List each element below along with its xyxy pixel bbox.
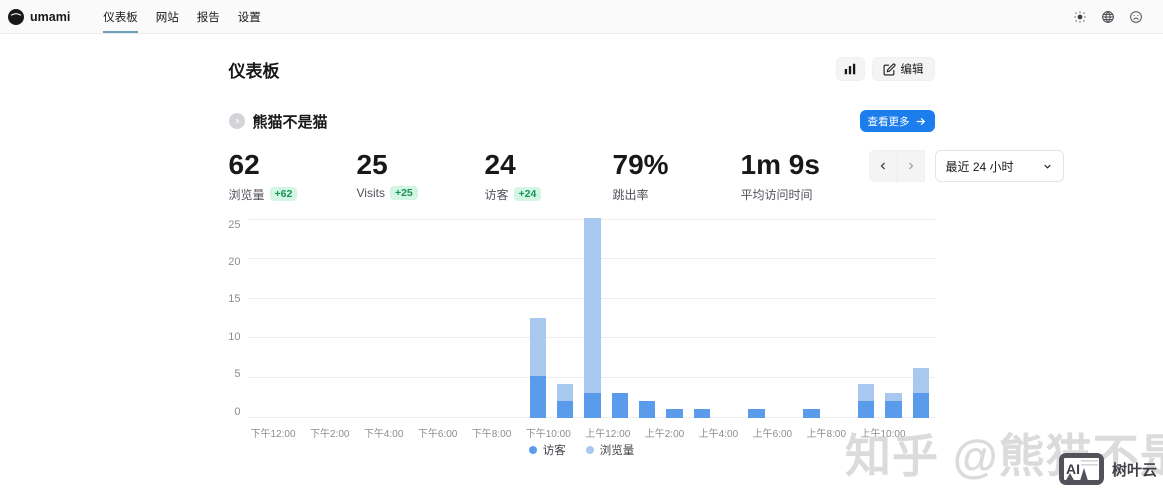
svg-text:AI: AI (1066, 461, 1080, 477)
